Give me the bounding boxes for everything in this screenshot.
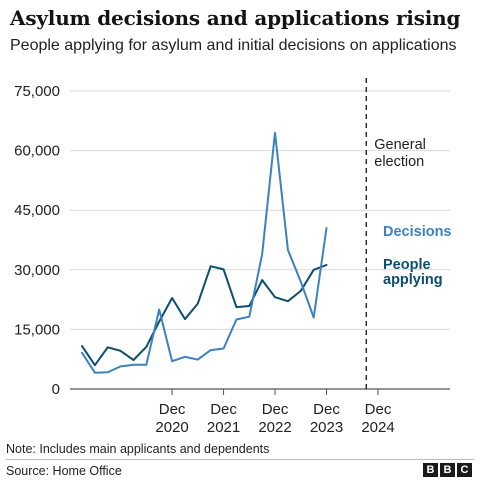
x-tick-label: 2024 bbox=[361, 419, 394, 436]
chart-subtitle: People applying for asylum and initial d… bbox=[10, 37, 457, 54]
bbc-logo-letter: C bbox=[457, 463, 472, 477]
y-tick-label: 0 bbox=[52, 381, 60, 398]
y-tick-label: 75,000 bbox=[14, 83, 60, 100]
chart-note: Note: Includes main applicants and depen… bbox=[6, 442, 270, 456]
series-label-people-applying: applying bbox=[383, 272, 443, 288]
series-line-decisions bbox=[81, 131, 328, 374]
series-line-people-applying bbox=[81, 264, 328, 367]
x-tick-label: 2020 bbox=[155, 419, 188, 436]
x-tick-label: Dec bbox=[365, 401, 392, 418]
bbc-logo-letter: B bbox=[423, 463, 438, 477]
bbc-logo: B B C bbox=[423, 463, 472, 477]
election-annotation: General bbox=[374, 137, 426, 153]
series-label-people-applying: People bbox=[383, 257, 431, 273]
y-tick-label: 15,000 bbox=[14, 321, 60, 338]
y-tick-label: 60,000 bbox=[14, 143, 60, 160]
y-tick-label: 30,000 bbox=[14, 262, 60, 279]
election-annotation: election bbox=[374, 154, 424, 170]
footer-divider bbox=[6, 459, 474, 460]
x-tick-label: 2021 bbox=[207, 419, 240, 436]
chart-title: Asylum decisions and applications rising bbox=[10, 6, 461, 30]
x-tick-label: Dec bbox=[262, 401, 289, 418]
x-tick-label: Dec bbox=[313, 401, 340, 418]
series-label-decisions: Decisions bbox=[383, 224, 452, 240]
line-chart: 75,00060,00045,00030,00015,0000Dec2020De… bbox=[14, 78, 452, 436]
x-tick-label: 2023 bbox=[310, 419, 343, 436]
x-tick-label: 2022 bbox=[258, 419, 291, 436]
x-tick-label: Dec bbox=[159, 401, 186, 418]
bbc-logo-letter: B bbox=[440, 463, 455, 477]
x-tick-label: Dec bbox=[210, 401, 237, 418]
chart-source: Source: Home Office bbox=[6, 464, 122, 478]
y-tick-label: 45,000 bbox=[14, 202, 60, 219]
